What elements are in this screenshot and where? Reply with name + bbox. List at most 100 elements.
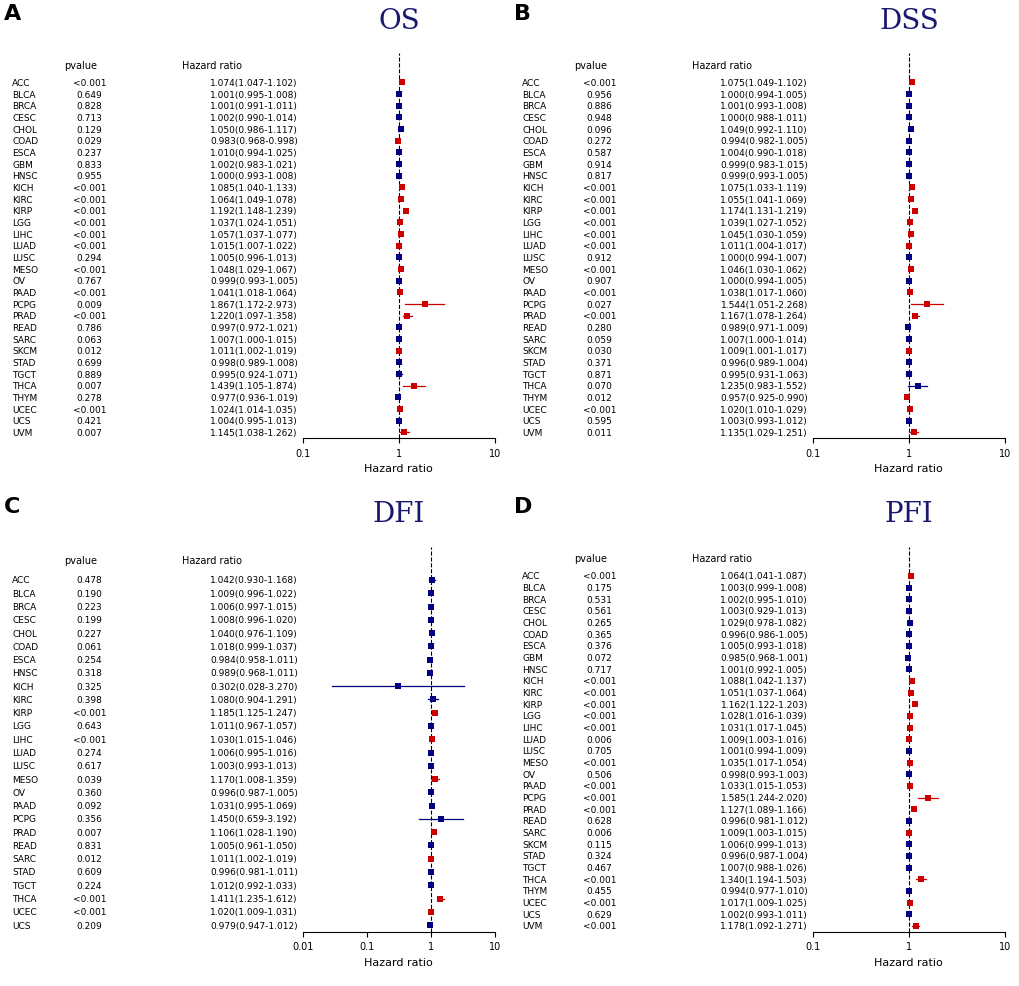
Text: OV: OV [12,277,25,286]
Text: UCEC: UCEC [522,405,546,414]
Text: 1.051(1.037-1.064): 1.051(1.037-1.064) [719,688,807,697]
Text: KICH: KICH [12,183,34,192]
Text: 0.398: 0.398 [76,695,102,704]
Text: 0.302(0.028-3.270): 0.302(0.028-3.270) [210,682,298,691]
Text: pvalue: pvalue [574,554,606,564]
Text: 1.048(1.029-1.067): 1.048(1.029-1.067) [210,265,298,274]
Text: 0.012: 0.012 [76,854,102,864]
Text: BLCA: BLCA [522,91,545,100]
Text: 0.996(0.987-1.004): 0.996(0.987-1.004) [719,852,807,861]
Text: CHOL: CHOL [522,125,547,134]
Text: <0.001: <0.001 [582,242,615,251]
Text: BRCA: BRCA [522,596,546,604]
X-axis label: Hazard ratio: Hazard ratio [873,464,943,474]
Text: DFI: DFI [372,501,425,528]
Text: PCPG: PCPG [12,814,37,823]
Text: THYM: THYM [12,393,38,402]
Text: <0.001: <0.001 [72,195,106,204]
Text: 1.003(0.929-1.013): 1.003(0.929-1.013) [719,606,807,616]
Text: KIRC: KIRC [12,195,33,204]
Text: 1.038(1.017-1.060): 1.038(1.017-1.060) [719,289,807,298]
Text: SKCM: SKCM [522,840,547,849]
Text: 1.174(1.131-1.219): 1.174(1.131-1.219) [719,207,807,216]
Text: UVM: UVM [522,429,542,438]
Text: HNSC: HNSC [12,173,38,181]
Text: <0.001: <0.001 [582,207,615,216]
Text: A: A [4,4,21,24]
Text: <0.001: <0.001 [72,709,106,718]
Text: 1.220(1.097-1.358): 1.220(1.097-1.358) [210,312,298,320]
Text: 0.828: 0.828 [76,103,102,111]
Text: 1.031(0.995-1.069): 1.031(0.995-1.069) [210,802,298,810]
Text: 0.294: 0.294 [76,253,102,262]
Text: PFI: PFI [883,501,932,528]
Text: <0.001: <0.001 [72,183,106,192]
Text: CESC: CESC [522,113,545,123]
Text: 0.265: 0.265 [586,618,611,627]
Text: MESO: MESO [522,265,548,274]
Text: PCPG: PCPG [522,301,546,310]
Text: 1.185(1.125-1.247): 1.185(1.125-1.247) [210,709,298,718]
Text: 1.167(1.078-1.264): 1.167(1.078-1.264) [719,312,807,320]
Text: 1.011(0.967-1.057): 1.011(0.967-1.057) [210,722,298,731]
Text: 1.005(0.996-1.013): 1.005(0.996-1.013) [210,253,298,262]
Text: 0.871: 0.871 [586,370,611,380]
Text: UVM: UVM [12,429,33,438]
Text: 0.705: 0.705 [586,746,611,755]
Text: 0.998(0.989-1.008): 0.998(0.989-1.008) [210,359,298,368]
Text: 1.064(1.049-1.078): 1.064(1.049-1.078) [210,195,298,204]
Text: 1.002(0.993-1.011): 1.002(0.993-1.011) [719,910,807,919]
Text: 1.045(1.030-1.059): 1.045(1.030-1.059) [719,231,807,240]
Text: <0.001: <0.001 [582,676,615,685]
Text: 0.717: 0.717 [586,666,611,674]
Text: 0.209: 0.209 [76,921,102,930]
Text: SKCM: SKCM [522,347,547,356]
Text: 1.000(0.994-1.007): 1.000(0.994-1.007) [719,253,807,262]
Text: 0.007: 0.007 [76,382,102,390]
Text: MESO: MESO [12,775,39,784]
Text: KIRP: KIRP [522,700,542,709]
Text: 0.587: 0.587 [586,149,611,158]
Text: 1.001(0.992-1.005): 1.001(0.992-1.005) [719,666,807,674]
Text: <0.001: <0.001 [582,805,615,813]
Text: 0.421: 0.421 [76,417,102,426]
Text: 1.020(1.010-1.029): 1.020(1.010-1.029) [719,405,807,414]
Text: 0.030: 0.030 [586,347,611,356]
Text: 1.033(1.015-1.053): 1.033(1.015-1.053) [719,782,807,791]
Text: 0.009: 0.009 [76,301,102,310]
Text: PAAD: PAAD [12,289,37,298]
Text: PAAD: PAAD [12,802,37,810]
Text: 0.360: 0.360 [76,788,102,797]
Text: 1.035(1.017-1.054): 1.035(1.017-1.054) [719,758,807,767]
Text: D: D [514,497,532,517]
Text: 0.175: 0.175 [586,584,611,593]
Text: 0.999(0.993-1.005): 0.999(0.993-1.005) [210,277,298,286]
Text: 1.004(0.995-1.013): 1.004(0.995-1.013) [210,417,298,426]
Text: <0.001: <0.001 [582,922,615,931]
Text: 1.007(1.000-1.015): 1.007(1.000-1.015) [210,335,298,344]
Text: 0.983(0.968-0.998): 0.983(0.968-0.998) [210,137,298,146]
Text: 0.199: 0.199 [76,615,102,625]
Text: 0.994(0.982-1.005): 0.994(0.982-1.005) [719,137,807,146]
X-axis label: Hazard ratio: Hazard ratio [364,957,433,967]
Text: ESCA: ESCA [12,149,36,158]
Text: CESC: CESC [12,113,36,123]
Text: 0.318: 0.318 [76,669,102,677]
Text: <0.001: <0.001 [72,289,106,298]
Text: LUSC: LUSC [12,761,36,770]
Text: 0.628: 0.628 [586,816,611,825]
Text: 0.994(0.977-1.010): 0.994(0.977-1.010) [719,886,807,895]
Text: CHOL: CHOL [12,125,38,134]
Text: 1.024(1.014-1.035): 1.024(1.014-1.035) [210,405,298,414]
Text: 1.011(1.002-1.019): 1.011(1.002-1.019) [210,347,298,356]
Text: KIRC: KIRC [12,695,33,704]
Text: 0.595: 0.595 [586,417,611,426]
Text: 1.018(0.999-1.037): 1.018(0.999-1.037) [210,642,298,651]
Text: COAD: COAD [12,642,39,651]
Text: 1.002(0.995-1.010): 1.002(0.995-1.010) [719,596,807,604]
Text: 1.057(1.037-1.077): 1.057(1.037-1.077) [210,231,298,240]
Text: 1.055(1.041-1.069): 1.055(1.041-1.069) [719,195,807,204]
Text: 0.012: 0.012 [586,393,611,402]
Text: 1.042(0.930-1.168): 1.042(0.930-1.168) [210,576,298,585]
Text: ACC: ACC [522,79,540,88]
